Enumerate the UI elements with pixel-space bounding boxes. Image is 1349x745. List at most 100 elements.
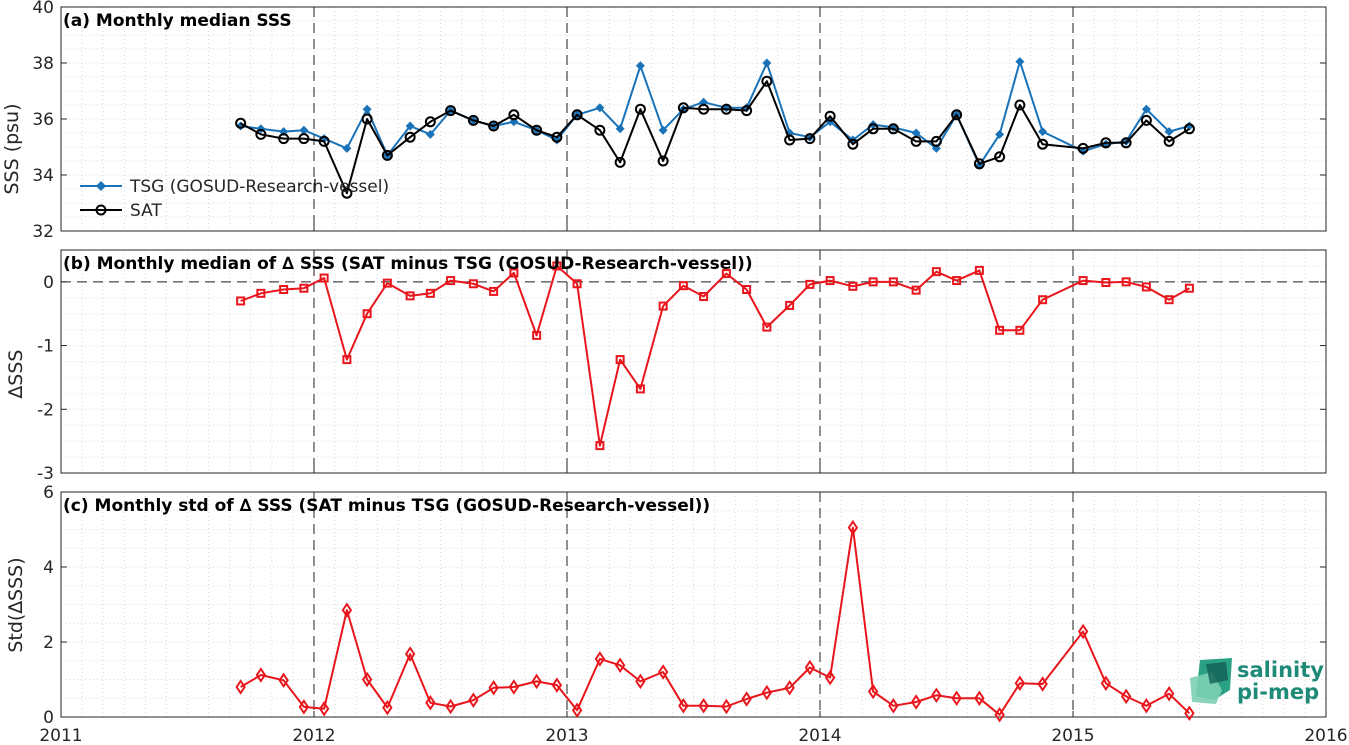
data-point	[911, 285, 921, 295]
data-point	[446, 276, 456, 286]
data-point	[761, 75, 773, 87]
data-point	[973, 158, 985, 170]
data-point	[1141, 282, 1151, 292]
data-point	[804, 659, 816, 676]
legend-label-tsg: TSG (GOSUD-Research-vessel)	[129, 177, 389, 197]
data-point	[762, 58, 772, 68]
data-point	[341, 187, 353, 199]
data-point	[658, 125, 668, 135]
data-point	[888, 277, 898, 287]
data-point	[1100, 675, 1112, 692]
data-point	[995, 129, 1005, 139]
data-point	[299, 283, 309, 293]
data-point	[362, 309, 372, 319]
data-point	[341, 602, 353, 618]
x-tick-label: 2016	[1304, 726, 1347, 745]
axes-box	[60, 249, 1327, 474]
x-tick-label: 2011	[39, 726, 82, 745]
data-point	[1077, 623, 1089, 640]
y-tick-label: -2	[37, 400, 54, 420]
data-point	[825, 276, 835, 286]
panel-b-title: (b) Monthly median of ∆ SSS (SAT minus T…	[63, 254, 753, 274]
data-point	[381, 149, 393, 161]
y-tick-label: 0	[43, 273, 54, 293]
data-point	[930, 135, 942, 147]
data-point	[888, 697, 899, 714]
salinity-pi-mep-logo: salinity pi-mep	[1190, 658, 1324, 704]
panel-c-monthly-std-delta-sss: 0 2 4 6 2011 2012 2013 2014 2015 2016	[39, 483, 1347, 745]
series-line	[240, 60, 1190, 167]
data-point	[425, 694, 436, 711]
y-tick-label: 40	[32, 0, 54, 18]
data-point	[531, 673, 542, 690]
axes-box	[60, 491, 1327, 718]
data-point	[824, 110, 836, 122]
y-tick-label: 2	[43, 633, 54, 653]
data-point	[931, 267, 941, 277]
data-point	[361, 671, 373, 688]
x-tick-label: 2015	[1051, 726, 1094, 745]
legend: TSG (GOSUD-Research-vessel) SAT	[80, 177, 389, 221]
data-point	[1141, 697, 1152, 714]
data-point	[1038, 295, 1048, 305]
data-point	[279, 285, 289, 295]
data-point	[572, 279, 582, 289]
data-point	[445, 698, 456, 715]
x-tick-label: 2013	[545, 726, 588, 745]
data-point	[318, 700, 330, 717]
data-point	[298, 133, 310, 145]
data-point	[235, 679, 246, 695]
data-point	[910, 135, 922, 147]
data-point	[635, 384, 645, 394]
data-point	[594, 124, 606, 136]
data-point	[635, 673, 646, 690]
panel-c-title: (c) Monthly std of ∆ SSS (SAT minus TSG …	[63, 496, 710, 516]
series-line	[240, 80, 1190, 195]
data-point	[594, 651, 606, 667]
data-point	[720, 103, 732, 115]
logo-line2: pi-mep	[1237, 680, 1319, 704]
data-point	[615, 355, 625, 365]
data-point	[761, 684, 773, 701]
data-point	[595, 103, 605, 113]
data-point	[678, 281, 688, 291]
series-line	[240, 526, 1191, 716]
data-point	[255, 667, 267, 683]
data-point	[404, 646, 416, 662]
data-point	[1100, 137, 1112, 149]
panel-a-monthly-median-sss: 32 34 36 38 40	[32, 0, 1327, 242]
data-point	[1015, 57, 1025, 67]
data-point	[995, 325, 1005, 335]
data-point	[634, 103, 646, 115]
data-point	[677, 102, 689, 114]
data-point	[1077, 142, 1089, 154]
data-point	[1184, 283, 1194, 293]
data-point	[571, 109, 583, 121]
data-point	[721, 698, 732, 715]
data-point	[911, 128, 921, 138]
data-point	[974, 265, 984, 275]
data-point	[1163, 685, 1175, 702]
data-point	[699, 292, 709, 302]
data-point	[867, 123, 879, 135]
data-point	[785, 300, 795, 310]
panel-c-ylabel: Std(∆SSS)	[5, 557, 27, 652]
data-point	[784, 679, 795, 696]
data-point	[342, 143, 352, 153]
data-point	[278, 672, 289, 689]
data-point	[678, 697, 689, 714]
panel-a-title: (a) Monthly median SSS	[63, 11, 292, 31]
data-point	[867, 683, 879, 700]
data-point	[552, 261, 562, 271]
data-point	[635, 61, 645, 71]
data-point	[698, 697, 709, 714]
legend-label-sat: SAT	[130, 201, 162, 221]
data-point	[508, 679, 520, 695]
data-point	[468, 279, 478, 289]
data-point	[951, 690, 962, 707]
y-tick-label: 4	[43, 558, 54, 578]
data-point	[658, 301, 668, 311]
data-point	[1101, 277, 1111, 287]
data-point	[595, 441, 605, 451]
panel-b-monthly-median-delta-sss: -3 -2 -1 0	[37, 249, 1327, 484]
